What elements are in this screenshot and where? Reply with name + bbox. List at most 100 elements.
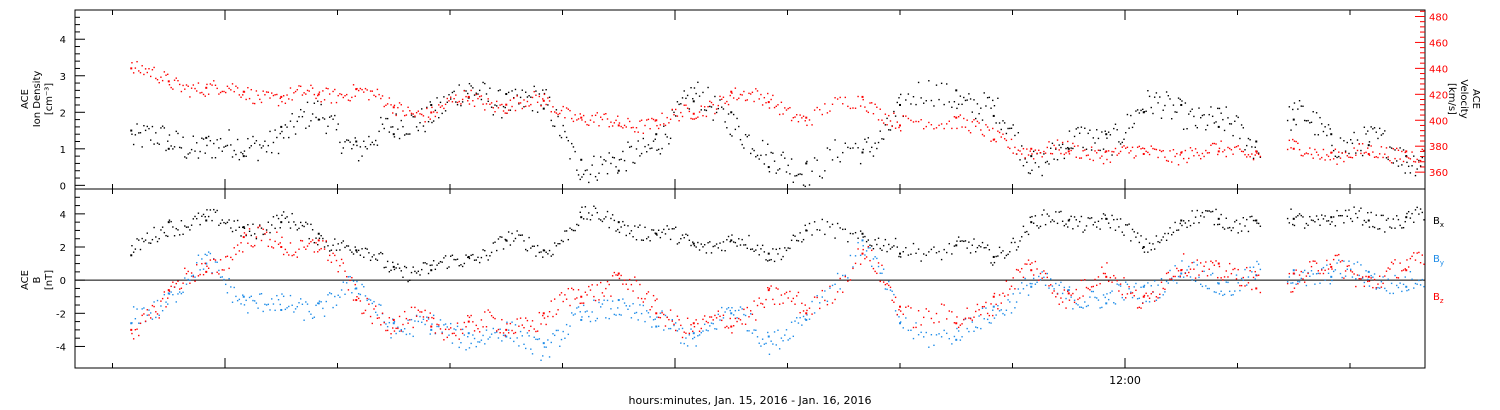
data-point (824, 233, 826, 236)
data-point (777, 288, 779, 290)
data-point (876, 243, 878, 246)
data-point (1116, 129, 1118, 131)
data-point (816, 159, 818, 161)
data-point (231, 258, 234, 261)
data-point (219, 259, 222, 261)
data-point (709, 100, 711, 103)
data-point (905, 306, 907, 308)
data-point (1378, 287, 1381, 289)
data-point (1365, 275, 1367, 278)
data-point (688, 332, 691, 335)
data-point (953, 245, 956, 247)
data-point (397, 263, 399, 265)
data-point (613, 271, 616, 274)
data-point (920, 331, 922, 334)
data-point (1167, 94, 1170, 97)
data-point (968, 241, 970, 243)
bottom-left-axis-label: ACE B [nT] (20, 270, 55, 290)
data-point (277, 104, 280, 107)
data-point (992, 295, 995, 298)
data-point (969, 252, 972, 254)
data-point (236, 219, 239, 222)
data-point (992, 255, 995, 258)
data-point (467, 95, 470, 98)
data-point (501, 340, 503, 342)
data-point (912, 337, 915, 340)
data-point (1210, 260, 1212, 262)
data-point (661, 231, 663, 234)
data-point (1235, 115, 1238, 117)
data-point (158, 237, 160, 240)
data-point (836, 222, 839, 225)
data-point (1389, 292, 1391, 295)
data-point (385, 117, 387, 120)
data-point (1113, 151, 1115, 153)
data-point (664, 314, 667, 317)
data-point (250, 234, 252, 237)
data-point (354, 137, 356, 139)
data-point (1361, 277, 1364, 279)
data-point (1312, 219, 1314, 222)
legend-label: B (1433, 254, 1440, 265)
data-point (702, 114, 704, 117)
data-point (625, 170, 627, 172)
data-point (519, 330, 522, 333)
data-point (465, 90, 467, 92)
data-point (990, 322, 992, 324)
data-point (434, 109, 437, 112)
data-point (513, 97, 515, 100)
data-point (692, 330, 694, 333)
data-point (1143, 251, 1146, 253)
data-point (231, 83, 234, 85)
data-point (729, 240, 731, 243)
data-point (1235, 219, 1238, 222)
data-point (997, 130, 999, 132)
data-point (588, 181, 590, 184)
data-point (1038, 149, 1040, 151)
data-point (172, 293, 174, 296)
data-point (184, 88, 186, 90)
data-point (1310, 270, 1313, 272)
data-point (509, 99, 512, 101)
data-point (778, 247, 781, 250)
data-point (407, 106, 409, 109)
data-point (871, 265, 873, 268)
data-point (690, 324, 692, 326)
data-point (1186, 226, 1188, 229)
data-point (792, 117, 795, 119)
data-point (235, 85, 237, 87)
data-point (591, 311, 593, 313)
data-point (320, 103, 322, 106)
data-point (816, 106, 818, 109)
data-point (1058, 149, 1060, 151)
data-point (243, 227, 246, 230)
data-point (282, 295, 285, 298)
data-point (1288, 106, 1291, 108)
data-point (842, 274, 844, 277)
data-point (1353, 206, 1355, 208)
data-point (881, 249, 883, 251)
data-point (1087, 287, 1089, 290)
data-point (167, 80, 170, 83)
data-point (1107, 222, 1110, 224)
data-point (180, 220, 183, 222)
data-point (876, 106, 878, 108)
data-point (182, 282, 184, 284)
data-point (1188, 220, 1190, 222)
data-point (603, 158, 605, 161)
top-left-label-line1: ACE (20, 89, 31, 109)
data-point (519, 234, 522, 236)
data-point (386, 117, 389, 120)
data-point (611, 156, 614, 159)
data-point (564, 294, 566, 296)
data-point (477, 256, 479, 259)
data-point (542, 312, 545, 315)
data-point (893, 301, 895, 303)
data-point (325, 240, 327, 242)
data-point (963, 318, 965, 321)
data-point (756, 90, 759, 92)
data-point (438, 262, 440, 265)
data-point (1009, 127, 1011, 130)
data-point (199, 269, 201, 271)
data-point (836, 156, 839, 159)
